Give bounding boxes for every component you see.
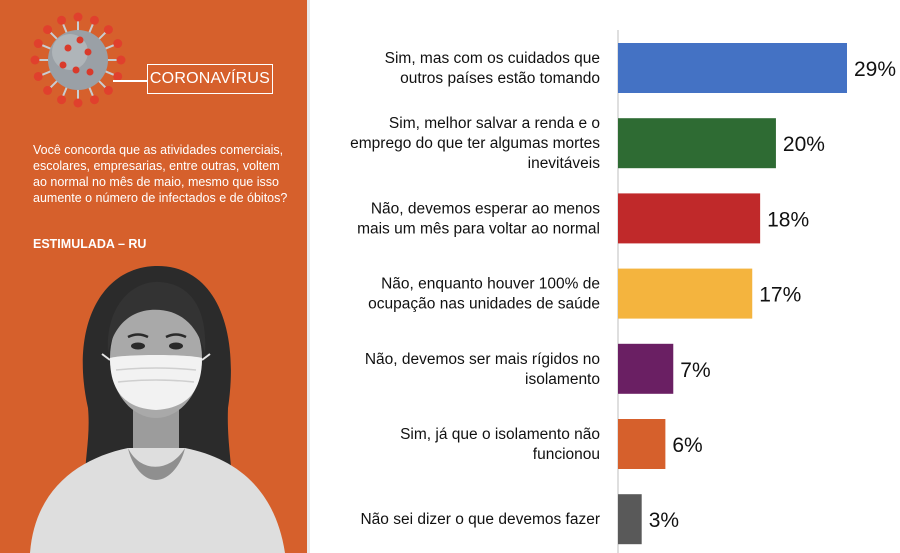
bar-6 [618,419,666,469]
topic-badge: CORONAVÍRUS [147,64,273,94]
panel-divider [307,0,310,553]
woman-with-mask-illustration [30,265,285,553]
value-label-5: 7% [680,359,710,382]
value-label-6: 6% [672,434,702,457]
category-label-2: Sim, melhor salvar a renda e o emprego do… [350,115,600,172]
survey-question: Você concorda que as atividades comercia… [33,143,288,205]
badge-connector [113,80,147,82]
value-label-4: 17% [759,284,801,307]
bar-5 [618,343,674,394]
value-label-7: 3% [649,509,679,532]
survey-method: ESTIMULADA – RU [33,237,147,251]
bar-1 [618,43,847,93]
left-panel: CORONAVÍRUS Você concorda que as ativida… [0,0,307,553]
value-label-2: 20% [783,133,825,156]
category-label-7: Não sei dizer o que devemos fazer [360,511,600,528]
bar-7 [618,494,642,545]
bar-3 [618,193,761,244]
bar-chart: 29% Sim, mas com os cuidados que outros pa… [350,30,896,553]
category-label-5: Não, devemos ser mais rígidos no isolamen… [365,351,600,388]
category-label-3: Não, devemos esperar ao menos mais um mês… [357,200,600,237]
category-label-1: Sim, mas com os cuidados que outros paíse… [385,50,600,87]
bar-2 [618,118,776,169]
bar-4 [618,268,753,319]
category-label-6: Sim, já que o isolamento não funcionou [400,426,600,463]
value-label-3: 18% [767,208,809,231]
coronavirus-icon [30,12,126,108]
value-label-1: 29% [854,58,896,81]
category-label-4: Não, enquanto houver 100% de ocupação nas… [368,276,600,313]
